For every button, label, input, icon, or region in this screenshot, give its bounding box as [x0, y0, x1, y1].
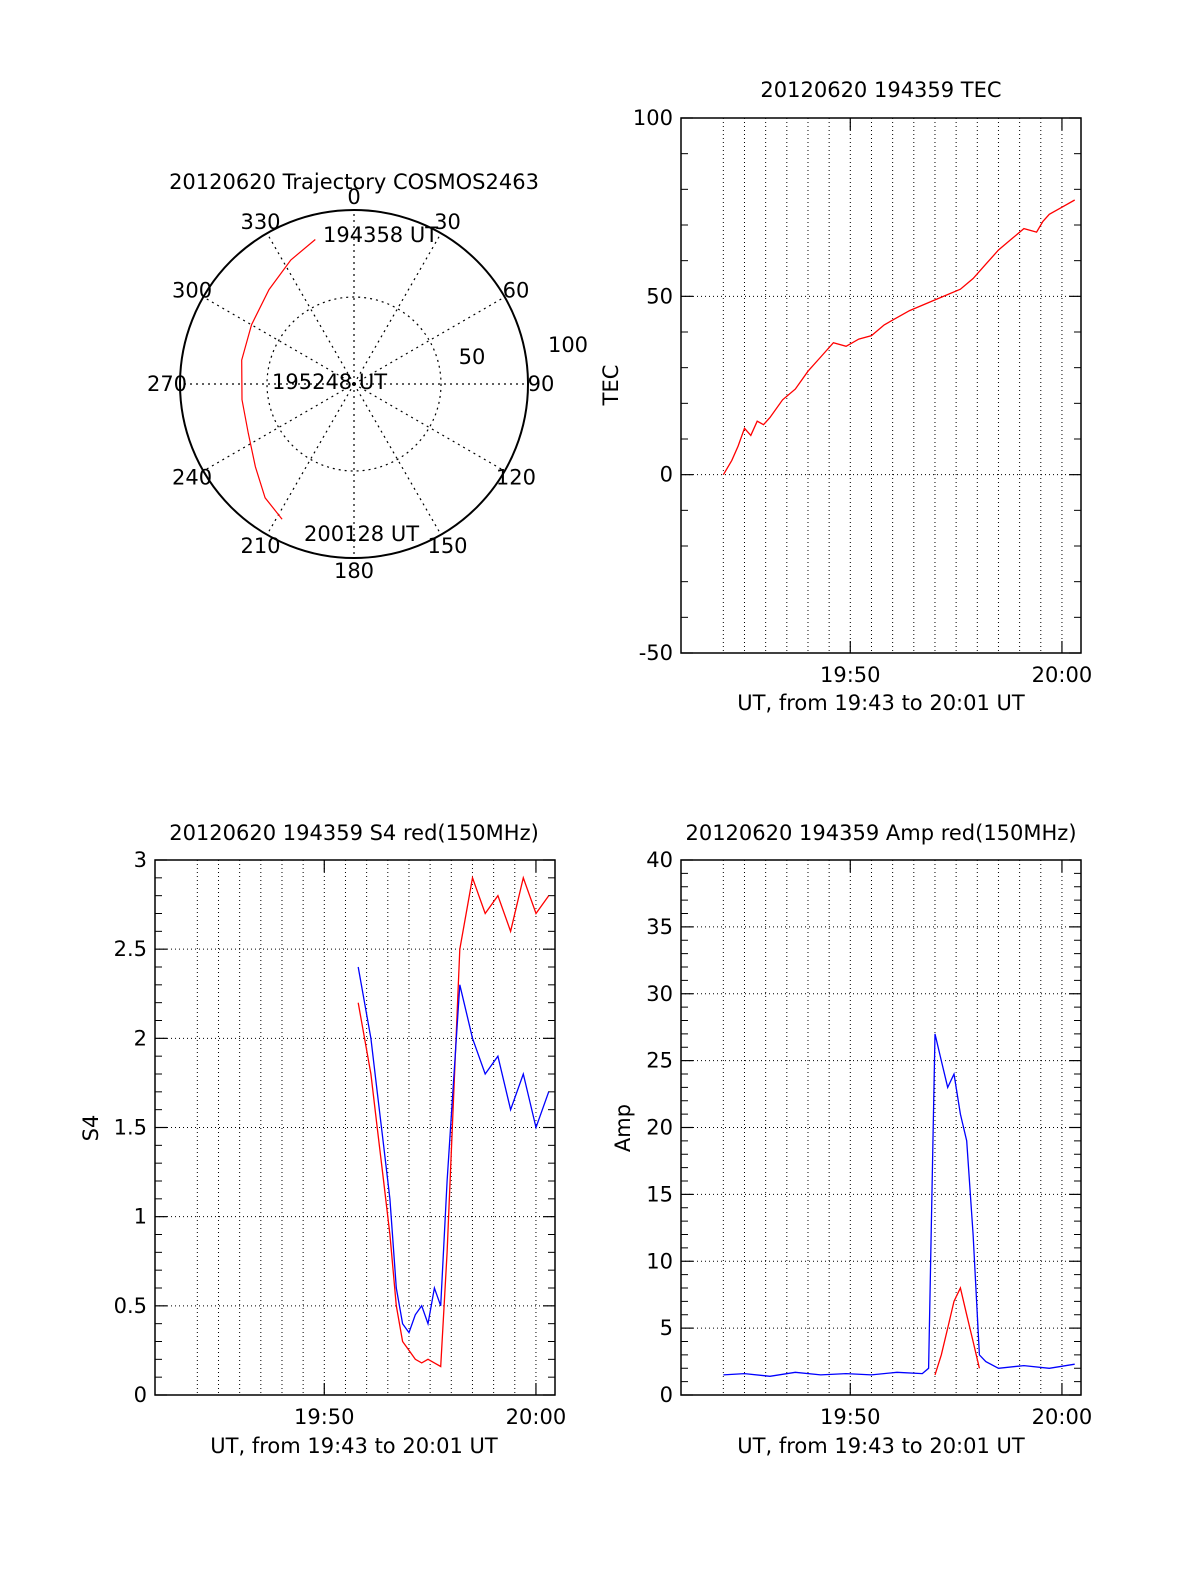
- polar-azimuth-label: 0: [347, 185, 360, 209]
- amp-xlabel: UT, from 19:43 to 20:01 UT: [737, 1434, 1025, 1458]
- tec-series-line-red: [722, 199, 1076, 476]
- polar-radial-label: 100: [548, 333, 588, 357]
- amp-ytick-label: 40: [646, 848, 673, 872]
- polar-series: [241, 239, 316, 520]
- tec-grid: [681, 117, 1081, 654]
- amp-series-line-red: [934, 1286, 981, 1376]
- polar-title: 20120620 Trajectory COSMOS2463: [169, 170, 539, 194]
- tec-ytick-label: 50: [646, 284, 673, 308]
- polar-grid: [179, 209, 529, 559]
- polar-grid-circle-50: [266, 296, 442, 472]
- s4-series-line-blue: [357, 966, 550, 1334]
- polar-radial-label: 50: [459, 345, 486, 369]
- amp-series: [723, 1033, 1075, 1377]
- polar-spoke: [353, 383, 442, 535]
- polar-spoke: [266, 233, 355, 385]
- tec-title: 20120620 194359 TEC: [760, 78, 1001, 102]
- polar-azimuth-label: 120: [496, 466, 536, 490]
- polar-azimuth-label: 210: [240, 534, 280, 558]
- s4-ytick-label: 2.5: [114, 937, 147, 961]
- tec-ytick-label: 100: [633, 106, 673, 130]
- polar-trajectory-line: [241, 239, 316, 520]
- tec-xtick-label: 20:00: [1032, 663, 1093, 687]
- polar-azimuth-label: 330: [240, 210, 280, 234]
- polar-spoke: [203, 383, 355, 472]
- s4-ylabel: S4: [79, 1115, 103, 1142]
- amp-title: 20120620 194359 Amp red(150MHz): [685, 821, 1076, 845]
- polar-spoke: [353, 296, 505, 385]
- polar-azimuth-label: 180: [334, 559, 374, 583]
- s4-xtick-label: 19:50: [294, 1405, 355, 1429]
- tec-ytick-label: 0: [660, 463, 673, 487]
- s4-ytick-label: 1: [134, 1205, 147, 1229]
- s4-series: [357, 875, 550, 1368]
- polar-azimuth-label: 270: [147, 372, 187, 396]
- s4-ytick-label: 1.5: [114, 1116, 147, 1140]
- amp-ytick-label: 25: [646, 1049, 673, 1073]
- polar-spoke: [353, 383, 505, 472]
- polar-labels: 0 30 60 90 120 150 180 210 240 270 300 330 50 100: [147, 185, 588, 583]
- amp-series-line-blue: [723, 1033, 1075, 1377]
- amp-ytick-label: 5: [660, 1316, 673, 1340]
- polar-spoke: [266, 383, 355, 535]
- s4-ytick-label: 0.5: [114, 1294, 147, 1318]
- tec-minor-ticks: [681, 153, 1081, 618]
- s4-ytick-label: 2: [134, 1026, 147, 1050]
- polar-spoke: [353, 233, 442, 385]
- amp-panel: 20120620 194359 Amp red(150MHz) Amp UT, …: [611, 821, 1092, 1458]
- tec-frame: [680, 117, 1082, 654]
- s4-panel: 20120620 194359 S4 red(150MHz) S4 UT, fr…: [79, 821, 566, 1458]
- polar-annotations: 194358 UT 195248 UT 200128 UT: [272, 223, 438, 546]
- polar-panel: 20120620 Trajectory COSMOS2463 0 30 60 90 12…: [147, 170, 588, 583]
- amp-grid: [681, 859, 1081, 1396]
- polar-annotation-end: 200128 UT: [304, 522, 419, 546]
- tec-ytick-label: -50: [639, 641, 673, 665]
- polar-azimuth-label: 300: [172, 279, 212, 303]
- amp-ytick-label: 0: [660, 1383, 673, 1407]
- s4-series-line-red: [357, 875, 550, 1368]
- amp-ytick-label: 15: [646, 1182, 673, 1206]
- polar-outer-circle: [179, 209, 529, 559]
- s4-title: 20120620 194359 S4 red(150MHz): [169, 821, 539, 845]
- s4-xlabel: UT, from 19:43 to 20:01 UT: [210, 1434, 498, 1458]
- s4-minor-ticks: [155, 877, 555, 1378]
- tec-panel: 20120620 194359 TEC TEC UT, from 19:43 t…: [599, 78, 1092, 715]
- amp-xtick-label: 19:50: [820, 1405, 881, 1429]
- amp-ytick-label: 30: [646, 982, 673, 1006]
- s4-ytick-label: 0: [134, 1383, 147, 1407]
- s4-xtick-label: 20:00: [506, 1405, 567, 1429]
- tec-xlabel: UT, from 19:43 to 20:01 UT: [737, 691, 1025, 715]
- tec-xtick-label: 19:50: [820, 663, 881, 687]
- amp-ytick-label: 10: [646, 1249, 673, 1273]
- polar-spoke: [203, 296, 355, 385]
- tec-series: [722, 199, 1076, 476]
- amp-ylabel: Amp: [611, 1104, 635, 1152]
- polar-azimuth-label: 90: [528, 372, 555, 396]
- amp-xtick-label: 20:00: [1032, 1405, 1093, 1429]
- polar-azimuth-label: 240: [172, 466, 212, 490]
- polar-annotation-mid: 195248 UT: [272, 370, 387, 394]
- polar-annotation-start: 194358 UT: [323, 223, 438, 247]
- amp-minor-ticks: [681, 872, 1081, 1383]
- polar-azimuth-label: 60: [503, 279, 530, 303]
- polar-azimuth-label: 30: [434, 210, 461, 234]
- tec-ylabel: TEC: [599, 365, 623, 407]
- polar-azimuth-label: 150: [427, 534, 467, 558]
- amp-ytick-label: 35: [646, 915, 673, 939]
- s4-grid: [155, 859, 555, 1396]
- amp-ytick-label: 20: [646, 1116, 673, 1140]
- s4-ytick-label: 3: [134, 848, 147, 872]
